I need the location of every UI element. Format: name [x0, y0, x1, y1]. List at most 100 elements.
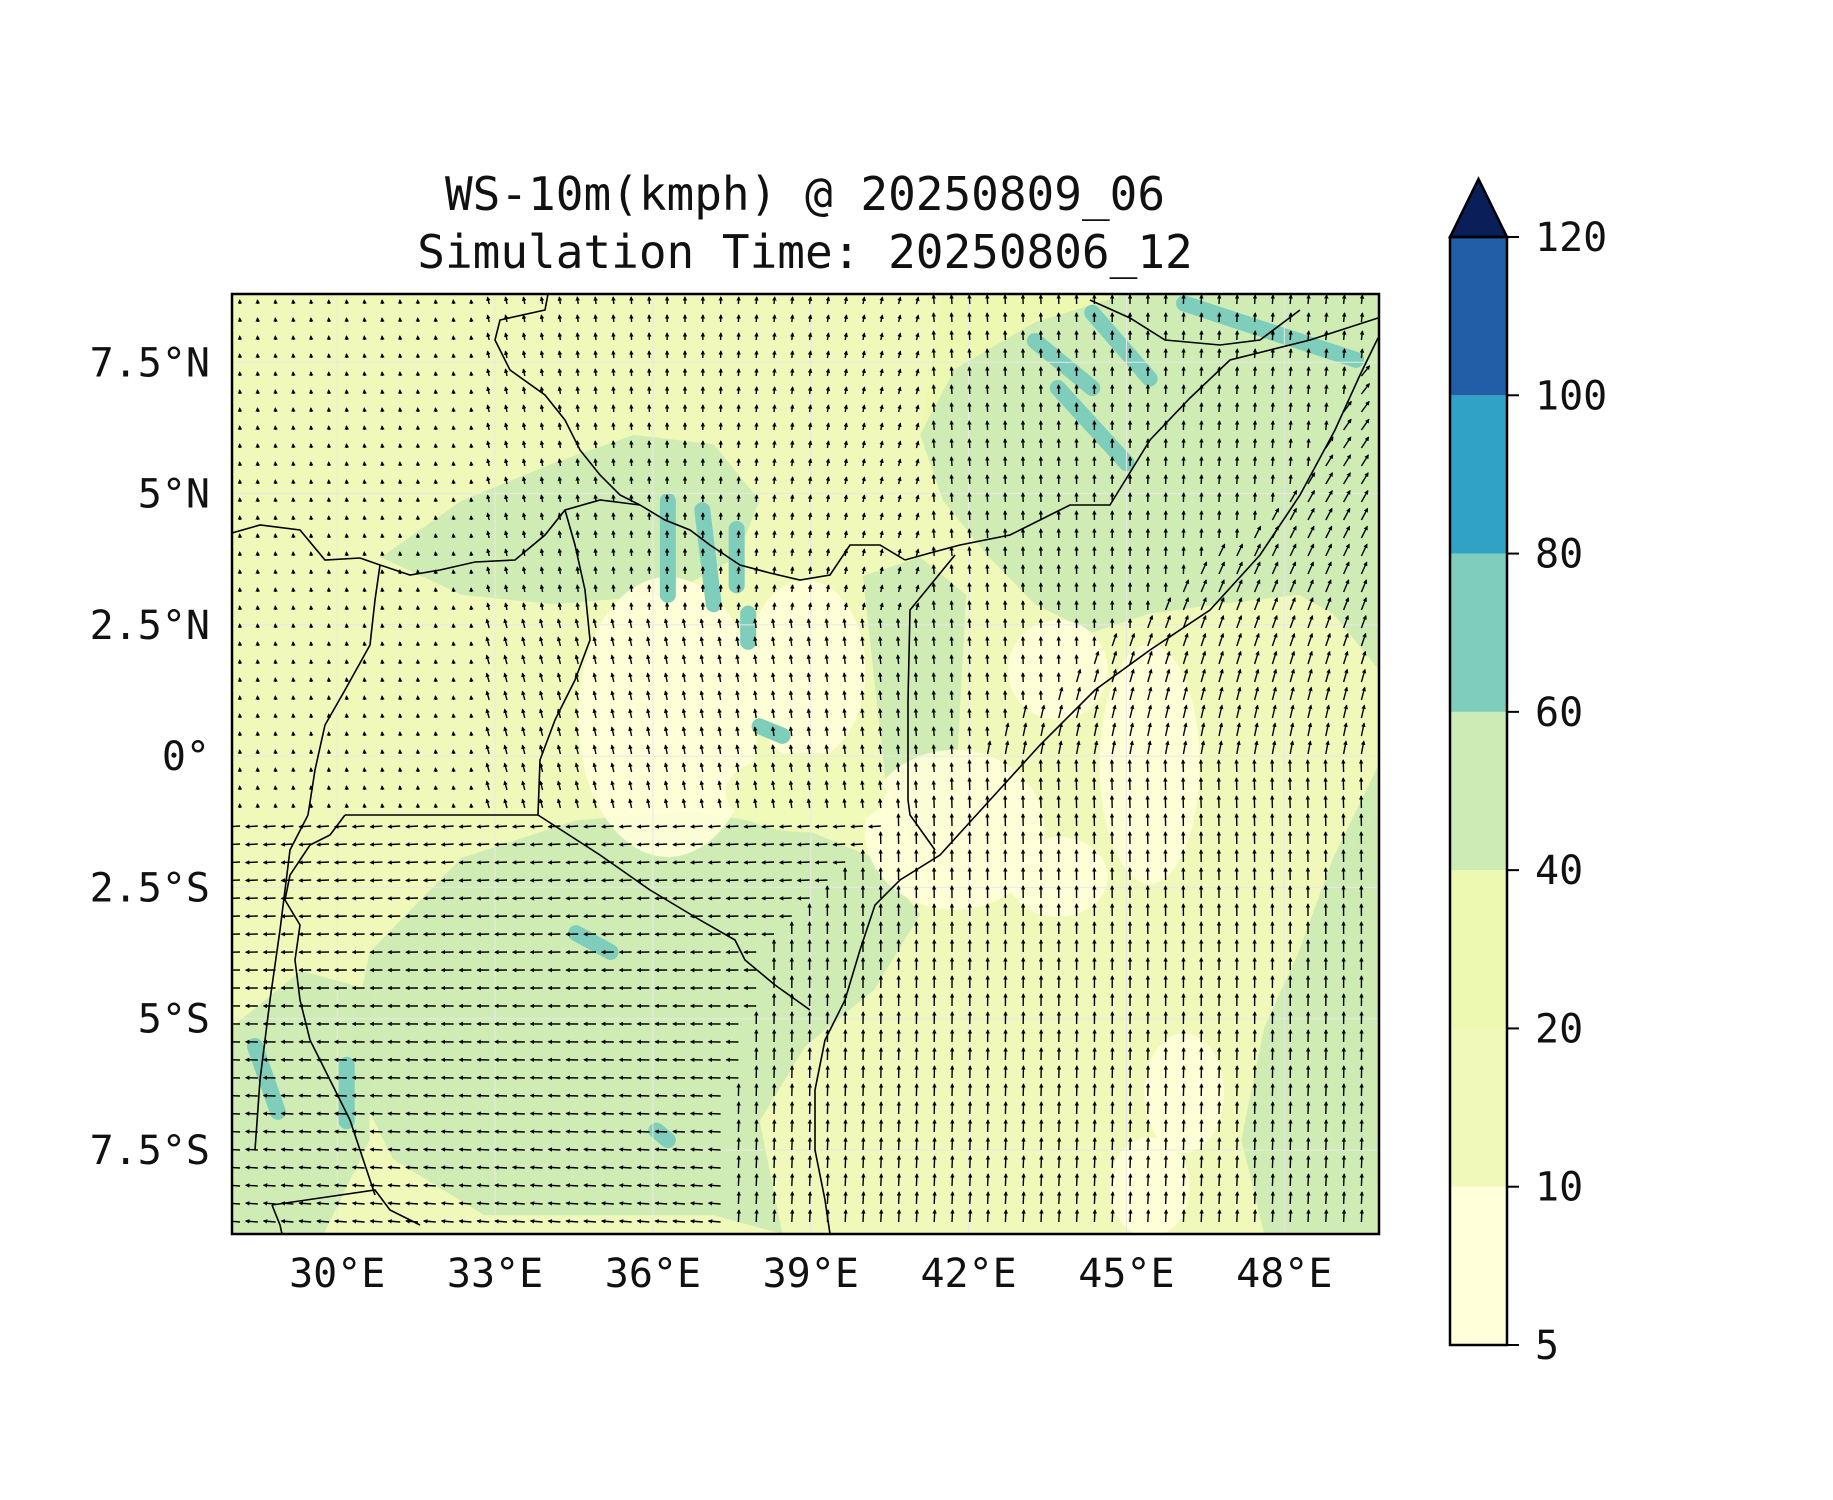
wind-vector: [476, 860, 490, 865]
wind-vector: [557, 404, 563, 413]
wind-vector: [405, 1165, 419, 1170]
wind-vector: [672, 1147, 686, 1152]
wind-vector: [600, 1147, 614, 1152]
wind-vector: [1128, 1209, 1133, 1223]
wind-vector: [985, 366, 990, 377]
wind-vector: [486, 440, 491, 449]
colorbar-extend-arrow: [1447, 176, 1510, 239]
wind-vector: [725, 842, 739, 847]
wind-vector: [521, 618, 526, 629]
y-tick-label: 7.5°N: [90, 340, 210, 386]
wind-vector: [725, 878, 739, 883]
wind-vector: [772, 476, 777, 485]
wind-vector: [772, 530, 777, 539]
wind-vector: [494, 860, 508, 865]
wind-vector: [861, 440, 866, 449]
wind-vector: [1359, 330, 1365, 341]
wind-vector: [915, 494, 920, 503]
wind-vector: [1270, 1191, 1276, 1205]
wind-vector: [1307, 507, 1315, 521]
wind-vector: [539, 618, 544, 629]
wind-vector: [593, 314, 598, 323]
wind-vector: [262, 1111, 276, 1116]
wind-vector: [529, 1219, 543, 1224]
wind-vector: [654, 1129, 668, 1134]
wind-vector: [575, 422, 580, 431]
wind-vector: [593, 584, 598, 593]
wind-vector: [931, 744, 936, 755]
wind-vector: [861, 476, 866, 485]
wind-vector: [539, 566, 545, 575]
wind-vector: [931, 348, 936, 359]
wind-vector: [967, 474, 972, 485]
wind-vector: [1234, 492, 1240, 503]
graticule: [232, 294, 1379, 1234]
wind-vector: [1342, 561, 1350, 575]
wind-vector: [915, 314, 920, 323]
wind-vector: [440, 1147, 454, 1152]
wind-vector: [557, 332, 563, 341]
wind-vector: [949, 582, 954, 593]
wind-vector: [789, 584, 795, 593]
wind-vector: [707, 1147, 721, 1152]
wind-vector: [985, 330, 990, 341]
wind-vector: [232, 879, 241, 882]
wind-vector: [932, 1173, 937, 1187]
wind-vector: [1271, 543, 1279, 557]
wind-vector: [636, 878, 650, 883]
wind-vector: [850, 824, 864, 829]
wind-vector: [618, 1111, 632, 1116]
wind-vector: [1289, 507, 1297, 521]
wind-vector: [521, 350, 527, 359]
wind-vector: [1252, 402, 1258, 413]
wind-vector: [843, 368, 849, 377]
wind-vector: [1271, 597, 1278, 611]
wind-vector: [494, 842, 508, 847]
wind-vector: [672, 860, 686, 865]
wind-vector: [824, 654, 829, 665]
wind-vector: [1288, 456, 1293, 467]
wind-vector: [861, 584, 866, 593]
wind-vector: [600, 1201, 614, 1206]
wind-vector: [629, 350, 634, 359]
wind-vector: [897, 530, 902, 539]
wind-vector: [485, 636, 490, 647]
wind-vector: [861, 368, 866, 377]
wind-vector: [611, 314, 616, 323]
wind-vector: [770, 636, 776, 647]
wind-vector: [789, 566, 795, 575]
wind-vector: [967, 492, 972, 503]
wind-vector: [825, 530, 831, 539]
wind-vector: [511, 842, 525, 847]
wind-vector: [1307, 489, 1316, 503]
wind-vector: [369, 1219, 383, 1224]
wind-vector: [1252, 438, 1258, 449]
wind-vector: [789, 368, 795, 377]
wind-vector: [895, 672, 901, 683]
wind-vector: [878, 654, 883, 665]
wind-vector: [575, 296, 580, 305]
wind-vector: [825, 350, 831, 359]
wind-vector: [950, 1173, 955, 1187]
wind-vector: [913, 744, 919, 755]
wind-vector: [772, 386, 777, 395]
wind-vector: [529, 1183, 543, 1188]
wind-vector: [1253, 614, 1260, 629]
wind-vector: [593, 512, 598, 521]
wind-vector: [1147, 614, 1154, 629]
wind-vector: [897, 404, 902, 413]
y-tick-label: 5°S: [138, 997, 210, 1043]
wind-vector: [895, 780, 901, 791]
wind-vector: [1252, 510, 1258, 521]
wind-vector: [486, 386, 491, 395]
wind-vector: [949, 366, 954, 377]
wind-vector: [913, 618, 919, 629]
wind-vector: [280, 878, 294, 883]
wind-vector: [1359, 294, 1365, 305]
wind-vector: [949, 672, 954, 683]
wind-vector: [879, 512, 884, 521]
wind-vector: [476, 1129, 490, 1134]
wind-vector: [405, 860, 419, 865]
wind-vector: [485, 618, 490, 629]
wind-vector: [1359, 348, 1365, 359]
